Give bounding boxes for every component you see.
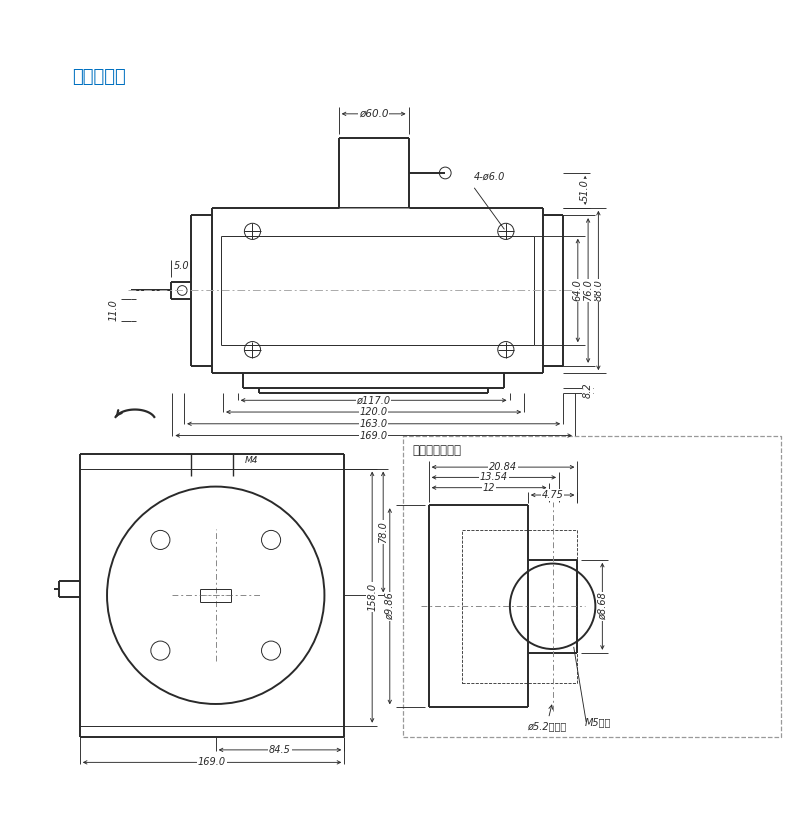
Text: 158.0: 158.0 [367, 583, 377, 611]
Text: 169.0: 169.0 [198, 758, 226, 767]
Text: 8.2: 8.2 [582, 383, 592, 398]
Text: ø9.86: ø9.86 [385, 592, 395, 620]
Text: 13.54: 13.54 [480, 472, 508, 482]
Text: ø117.0: ø117.0 [356, 395, 391, 405]
Text: 12: 12 [483, 483, 495, 493]
Text: 安装尺寸：: 安装尺寸： [73, 69, 126, 86]
Text: 84.5: 84.5 [269, 745, 291, 755]
Text: 169.0: 169.0 [359, 431, 388, 441]
Text: 78.0: 78.0 [378, 521, 388, 543]
Text: 51.0: 51.0 [580, 179, 590, 201]
Text: 拉绳头部尺寸：: 拉绳头部尺寸： [412, 444, 461, 457]
Text: 20.84: 20.84 [489, 462, 517, 472]
Text: 4-ø6.0: 4-ø6.0 [474, 172, 506, 182]
Text: M4: M4 [244, 456, 258, 465]
Text: 76.0: 76.0 [583, 280, 593, 301]
Text: 120.0: 120.0 [359, 407, 388, 417]
Text: 5.0: 5.0 [173, 261, 189, 271]
Text: M5内牙: M5内牙 [585, 718, 611, 728]
Text: ø60.0: ø60.0 [359, 109, 389, 119]
Text: ø8.68: ø8.68 [597, 592, 608, 620]
Text: ø5.2插栓孔: ø5.2插栓孔 [527, 705, 566, 731]
Text: 88.0: 88.0 [593, 280, 604, 301]
Text: 163.0: 163.0 [359, 418, 388, 428]
Text: 64.0: 64.0 [573, 280, 583, 301]
Text: 10.0: 10.0 [0, 514, 2, 536]
Text: 4.75: 4.75 [542, 490, 563, 500]
Text: 11.0: 11.0 [109, 299, 118, 321]
